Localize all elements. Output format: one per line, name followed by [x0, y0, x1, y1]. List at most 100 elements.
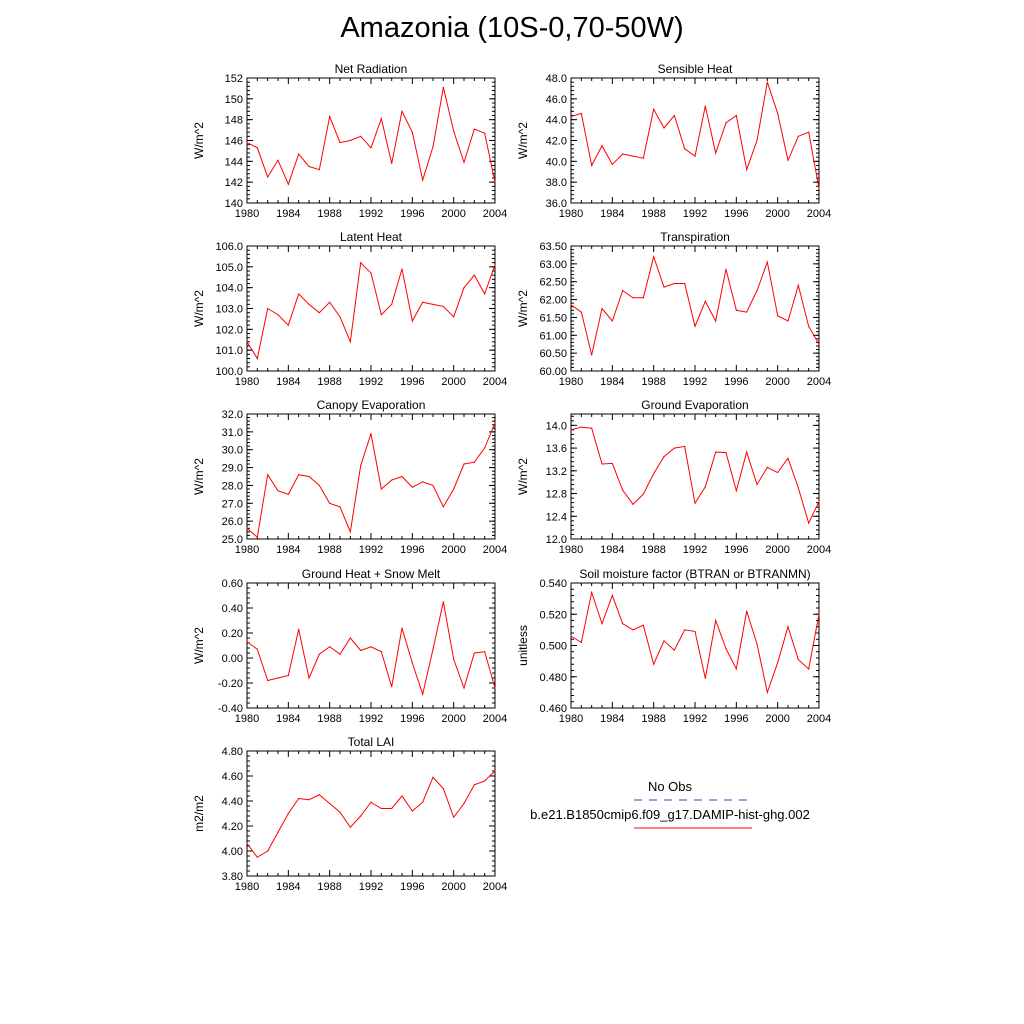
- data-point: [694, 155, 696, 157]
- data-point: [818, 613, 820, 615]
- data-point: [653, 256, 655, 258]
- chart-panel: 1980 1984 1988 1992 1996 2000 2004 -0.40 -0.20 0.…: [192, 567, 507, 725]
- y-axis-label: unitless: [516, 625, 530, 666]
- y-tick-label: 4.40: [222, 796, 243, 808]
- data-point: [360, 135, 362, 137]
- y-tick-label: 142: [225, 177, 243, 189]
- data-point: [622, 623, 624, 625]
- data-point: [463, 287, 465, 289]
- data-point: [287, 674, 289, 677]
- x-tick-label: 2004: [483, 544, 507, 556]
- data-point: [787, 626, 789, 628]
- x-tick-label: 1992: [359, 544, 383, 556]
- y-tick-label: 63.00: [539, 259, 567, 271]
- x-tick-label: 1992: [359, 376, 383, 388]
- data-point: [308, 799, 310, 801]
- data-point: [432, 146, 434, 148]
- y-tick-label: -0.40: [218, 703, 243, 715]
- x-tick-label: 1996: [724, 544, 748, 556]
- data-point: [746, 610, 748, 612]
- data-point: [380, 488, 382, 490]
- y-tick-label: 60.00: [539, 366, 567, 378]
- data-point: [694, 502, 696, 504]
- data-point: [746, 451, 748, 453]
- data-point: [380, 314, 382, 316]
- y-tick-label: 0.40: [222, 603, 243, 615]
- y-axis-label: W/m^2: [192, 458, 206, 495]
- x-tick-label: 1996: [724, 713, 748, 725]
- x-tick-label: 1988: [641, 713, 665, 725]
- chart-title: Net Radiation: [335, 62, 408, 76]
- x-tick-label: 2000: [765, 376, 789, 388]
- x-tick-label: 1992: [683, 544, 707, 556]
- data-point: [453, 130, 455, 132]
- x-tick-label: 1996: [400, 208, 424, 220]
- data-point: [256, 147, 258, 149]
- data-point: [370, 147, 372, 149]
- chart-panel: 1980 1984 1988 1992 1996 2000 2004 25.0 26.0 27.0…: [192, 398, 507, 556]
- y-tick-label: 62.00: [539, 295, 567, 307]
- data-point: [360, 815, 362, 817]
- chart-title: Ground Evaporation: [641, 398, 748, 412]
- data-point: [308, 677, 310, 679]
- x-tick-label: 1984: [276, 208, 300, 220]
- y-axis-label: W/m^2: [192, 122, 206, 159]
- plot-frame: [570, 413, 820, 540]
- y-tick-label: 32.0: [222, 409, 243, 421]
- data-point: [298, 628, 300, 630]
- data-point: [298, 293, 300, 295]
- y-tick-label: 140: [225, 198, 243, 210]
- x-tick-label: 1980: [559, 544, 583, 556]
- x-tick-label: 2004: [483, 208, 507, 220]
- data-point: [746, 169, 748, 171]
- data-point: [663, 127, 665, 129]
- data-point: [735, 668, 737, 670]
- x-tick-label: 1992: [359, 713, 383, 725]
- x-tick-label: 1988: [317, 713, 341, 725]
- data-point: [653, 108, 655, 110]
- data-point: [329, 115, 331, 118]
- data-point: [787, 320, 789, 322]
- x-tick-label: 1988: [317, 208, 341, 220]
- data-point: [735, 490, 737, 492]
- plot-frame: [570, 77, 820, 204]
- data-point: [704, 105, 706, 107]
- chart-panel: 1980 1984 1988 1992 1996 2000 2004 140 142 144 146…: [192, 62, 507, 220]
- data-point: [453, 816, 455, 818]
- data-point: [580, 426, 582, 428]
- data-point: [246, 341, 248, 343]
- data-point: [391, 807, 393, 810]
- data-point: [673, 649, 675, 651]
- data-point: [391, 686, 393, 688]
- y-tick-label: 4.80: [222, 746, 243, 758]
- series-line: [246, 261, 496, 360]
- x-tick-label: 1980: [235, 208, 259, 220]
- data-point: [473, 461, 475, 463]
- plot-frame: [246, 750, 496, 877]
- data-point: [591, 591, 593, 593]
- data-point: [797, 487, 799, 489]
- x-tick-label: 1980: [235, 713, 259, 725]
- y-tick-label: 101.0: [215, 345, 243, 357]
- data-point: [632, 297, 634, 299]
- data-point: [246, 141, 248, 144]
- y-tick-label: 146: [225, 136, 243, 148]
- data-point: [432, 776, 434, 778]
- y-tick-label: 48.0: [546, 73, 567, 85]
- data-point: [756, 290, 758, 292]
- x-tick-label: 2000: [765, 208, 789, 220]
- x-tick-label: 1996: [724, 376, 748, 388]
- data-point: [401, 475, 403, 478]
- x-tick-label: 1984: [276, 713, 300, 725]
- series-line: [246, 770, 496, 858]
- data-point: [442, 506, 444, 508]
- data-point: [380, 118, 382, 120]
- data-point: [422, 693, 424, 695]
- y-tick-label: 106.0: [215, 241, 243, 253]
- data-point: [267, 307, 269, 310]
- y-tick-label: 0.480: [539, 672, 567, 684]
- data-point: [725, 648, 727, 650]
- data-point: [329, 502, 331, 504]
- chart-title: Sensible Heat: [658, 62, 733, 76]
- x-tick-label: 1984: [600, 544, 624, 556]
